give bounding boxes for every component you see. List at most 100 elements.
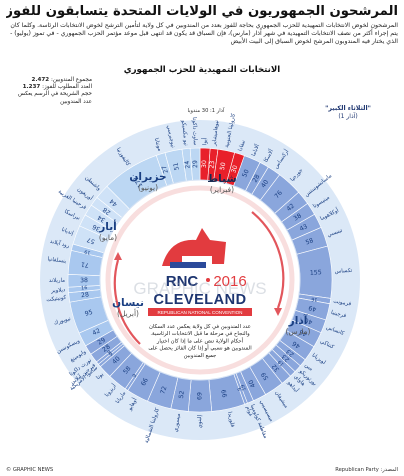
state-label-44: رود آيلاند (49, 238, 70, 250)
state-label-33: يوتا (95, 371, 105, 381)
slice-value-20: 19 (277, 359, 286, 368)
slice-value-5: 28 (251, 173, 261, 183)
slice-value-26: 99 (221, 389, 230, 398)
logo-banner-bar (148, 308, 252, 316)
slice-value-0: 30 (201, 160, 208, 168)
month-label-4: حزيران (129, 171, 166, 183)
slice-value-31: 9 (132, 373, 139, 379)
slice-value-12: 155 (310, 269, 322, 277)
month-sub-2: (أبريل) (117, 308, 139, 318)
watermark: GRAPHIC NEWS (133, 279, 266, 298)
state-label-13: فرمونت (333, 299, 352, 308)
slice-value-9: 38 (292, 212, 302, 222)
state-label-14: فرجينيا (330, 310, 347, 320)
month-label-3: أيار (98, 219, 117, 233)
elephant-stripe-shape (170, 262, 206, 268)
slice-value-4: 50 (241, 168, 251, 178)
slice-value-38: 42 (91, 327, 101, 337)
iowa-annotation: آذار 1: 30 مندوبا (188, 107, 225, 114)
state-label-0: أيوا (200, 137, 208, 145)
month-labels: شباط(فبراير) آذار(مارس) نيسان(أبريل) أيار(م… (98, 171, 310, 336)
state-label-40: كونيتيكت (46, 294, 67, 304)
slice-value-34: 9 (108, 351, 114, 358)
state-slices (67, 147, 333, 413)
slice-value-29: 72 (159, 385, 168, 395)
month-sub-4: (يونيو) (138, 183, 158, 192)
state-label-53: نيو مكسيكو (180, 119, 190, 147)
super-tuesday-label: "الثلاثاء الكبير" (325, 105, 371, 112)
slice-value-48: 28 (102, 206, 113, 216)
slice-value-21: 32 (271, 362, 281, 373)
state-label-1: نيوهامبشاير (211, 119, 220, 147)
logo-rnc: RNC (166, 273, 199, 290)
center-note-line-3: المندوبين هو نسبي أو إذا كان الفائز يحصل… (148, 344, 251, 352)
state-label-28: ميسوري (173, 413, 182, 433)
intro-text: المرشحون لخوض الانتخابات التمهيدية للحزب… (10, 22, 398, 46)
slice-value-24: 19 (240, 383, 248, 391)
month-label-0: شباط (207, 173, 236, 185)
slice-value-40: 28 (81, 291, 90, 299)
slice-value-47: 34 (96, 213, 106, 223)
state-label-11: تينيسي (327, 227, 344, 238)
slice-value-19: 23 (281, 353, 292, 364)
slice-value-22: 59 (260, 371, 270, 381)
slice-value-17: 46 (291, 339, 301, 349)
arrow-left-arc (113, 259, 141, 345)
center-note-line-4: جميع المندوبين (184, 353, 217, 359)
month-sub-0: (فبراير) (210, 185, 234, 194)
slice-value-15: 40 (304, 316, 314, 325)
page-title: المرشحون الجمهوريون في الولايات المتحدة … (6, 4, 398, 19)
super-tuesday-date: (1 آذار) (338, 111, 357, 120)
delegate-stats: مجموع المندوبين: 2.472 العدد المطلوب للف… (8, 77, 92, 106)
slice-value-10: 43 (299, 223, 309, 233)
center-note-line-1: والنجاح في مرحلة ما قبل الانتخابات الرئا… (150, 331, 250, 337)
state-label-27: إلينوي (197, 415, 203, 429)
slice-value-27: 69 (197, 392, 204, 400)
total-label: مجموع المندوبين: (50, 77, 92, 83)
slice-value-44: 19 (84, 248, 91, 255)
slice-value-23: 40 (247, 378, 257, 388)
slice-value-8: 42 (285, 202, 296, 212)
slice-value-2: 50 (219, 162, 227, 171)
slice-value-13: 16 (311, 296, 318, 303)
slice-value-3: 30 (230, 164, 239, 174)
slice-value-28: 52 (178, 390, 186, 399)
slice-value-39: 95 (84, 309, 94, 318)
slice-value-36: 28 (101, 343, 112, 353)
source: Republican Party :المصدر (335, 467, 398, 473)
state-label-41: ديلاوير (50, 287, 66, 294)
slice-value-6: 40 (260, 179, 270, 189)
slice-value-46: 36 (91, 223, 101, 233)
state-label-26: فلوريدا (226, 411, 235, 428)
slice-value-52: 51 (172, 162, 180, 171)
slice-value-16: 46 (298, 328, 308, 338)
center-note-line-0: عدد المندوبين في كل ولاية يعكس عدد السكا… (149, 323, 251, 330)
slice-size-note: حجم الشريحة في الرسم يعكس عدد المندوبين (18, 91, 92, 105)
slice-value-43: 71 (81, 260, 90, 268)
slice-values: 30 23 50 30 50284076423843581551649404646232… (80, 160, 322, 400)
slice-value-37: 29 (96, 336, 106, 346)
inner-arrow-ring (105, 185, 295, 375)
month-sub-3: (مايو) (99, 233, 117, 242)
chart-subtitle: الانتخابات التمهيدية للحزب الجمهوري (123, 65, 281, 75)
slice-value-18: 23 (285, 348, 296, 358)
needed-label: العدد المطلوب للفوز: (42, 84, 92, 91)
state-label-42: ماريلاند (49, 278, 65, 284)
slice-value-30: 66 (140, 377, 150, 387)
copyright: © GRAPHIC NEWS (6, 467, 54, 473)
total-value: 2.472 (31, 77, 50, 83)
center-note-line-2: أحكام الولاية تنص على ما إذا كان اختيار (156, 336, 244, 344)
state-label-12: تكساس (335, 267, 353, 275)
slice-value-32: 58 (122, 365, 132, 376)
state-label-3: نيفادا (238, 139, 247, 152)
state-label-45: إنديانا (61, 227, 75, 237)
annotations: عدد المندوبين في كل ولاية يعكس عدد السكا… (148, 105, 371, 359)
slice-value-7: 76 (273, 189, 284, 200)
slice-value-45: 57 (86, 236, 96, 245)
state-label-54: ساوث داكوتا (191, 117, 199, 146)
star-dot-icon (206, 278, 210, 282)
slice-value-25: 9 (237, 386, 244, 391)
logo-city: CLEVELAND (153, 292, 246, 308)
logo-year: 2016 (213, 273, 246, 290)
